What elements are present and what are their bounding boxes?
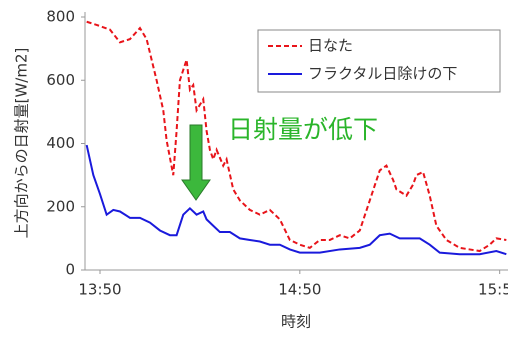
y-tick-label: 600	[46, 71, 75, 89]
arrow	[181, 124, 211, 201]
series-line	[85, 144, 507, 256]
series-line	[86, 20, 507, 253]
x-tick-label: 15:50	[478, 281, 508, 299]
y-axis-label: 上方向からの日射量[W/m2]	[13, 48, 31, 239]
legend-box	[257, 29, 501, 93]
y-tick-label: 800	[46, 8, 75, 26]
y-tick-label: 400	[46, 134, 75, 152]
x-axis-label: 時刻	[281, 313, 311, 331]
x-tick-label: 14:50	[278, 281, 321, 299]
y-tick-label: 200	[46, 197, 75, 215]
legend-label: フラクタル日除けの下	[308, 65, 457, 83]
annotation: 日射量が低下	[228, 115, 378, 144]
legend-label: 日なた	[308, 37, 353, 55]
y-tick-label: 0	[65, 261, 75, 279]
x-tick-label: 13:50	[78, 281, 121, 299]
